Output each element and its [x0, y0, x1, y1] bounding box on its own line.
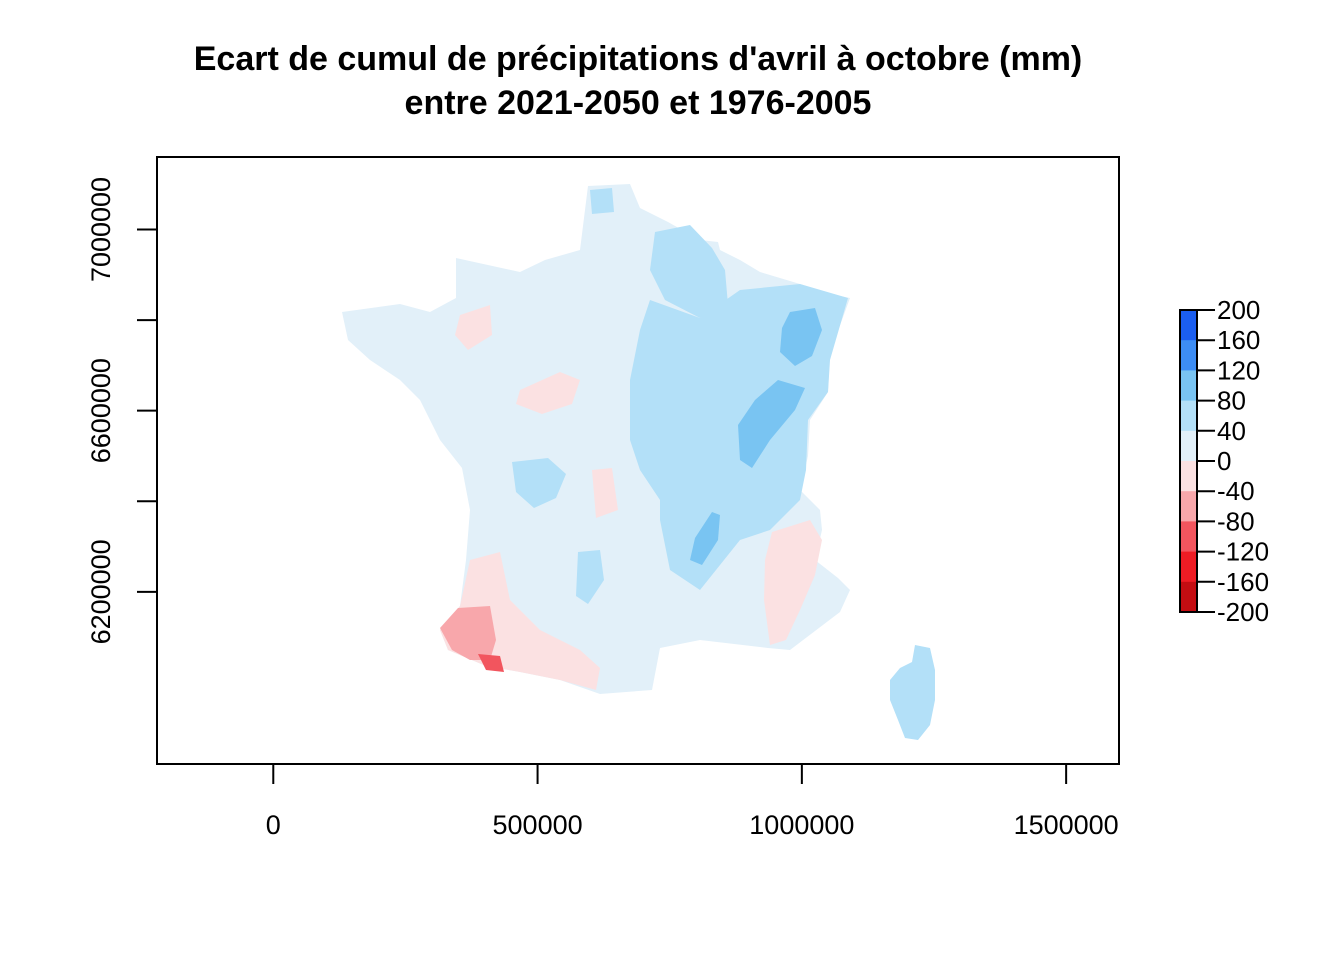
legend-swatch [1180, 461, 1197, 492]
legend-label: 200 [1217, 295, 1260, 325]
jura [738, 380, 805, 468]
limousin-pink [592, 468, 618, 518]
map-title-line1: Ecart de cumul de précipitations d'avril… [194, 40, 1083, 78]
legend-label: 40 [1217, 416, 1246, 446]
corsica [890, 645, 935, 740]
legend-label: -200 [1217, 597, 1269, 627]
champagne-blue [650, 225, 728, 318]
normandie-pink [455, 305, 492, 350]
legend-swatch [1180, 581, 1197, 613]
x-tick-label: 0 [266, 810, 281, 840]
x-tick-label: 500000 [493, 810, 583, 840]
legend-label: -120 [1217, 537, 1269, 567]
legend-label: 80 [1217, 386, 1246, 416]
alps [690, 512, 720, 565]
legend-swatch [1180, 340, 1197, 371]
vosges [780, 308, 822, 366]
pays-basque [440, 606, 496, 660]
y-tick-label: 6200000 [86, 539, 116, 644]
map-title-line2: entre 2021-2050 et 1976-2005 [405, 84, 872, 122]
legend-swatch [1180, 521, 1197, 553]
x-axis: 0 500000 1000000 1500000 [266, 763, 1119, 840]
provence-pink [764, 520, 822, 645]
x-tick-label: 1000000 [749, 810, 854, 840]
massif-central-blue [576, 550, 604, 604]
centre-pink [516, 372, 580, 414]
legend-label: -160 [1217, 567, 1269, 597]
legend-swatch [1180, 551, 1197, 583]
y-tick-label: 6600000 [86, 358, 116, 463]
precipitation-map [342, 184, 935, 740]
vendee-blue [512, 458, 566, 508]
legend-label: -80 [1217, 506, 1255, 536]
legend-label: 120 [1217, 355, 1260, 385]
legend-label: 160 [1217, 325, 1260, 355]
legend-swatch [1180, 430, 1197, 462]
legend-swatch [1180, 310, 1197, 341]
x-tick-label: 1500000 [1014, 810, 1119, 840]
legend-swatch [1180, 400, 1197, 432]
north-coast-blue [590, 188, 614, 214]
y-axis: 6200000 6600000 7000000 [86, 177, 158, 644]
basque-strip [478, 654, 504, 672]
y-tick-label: 7000000 [86, 177, 116, 282]
legend-label: 0 [1217, 446, 1231, 476]
legend-label: -40 [1217, 476, 1255, 506]
legend-swatch [1180, 370, 1197, 402]
legend-swatch [1180, 491, 1197, 522]
